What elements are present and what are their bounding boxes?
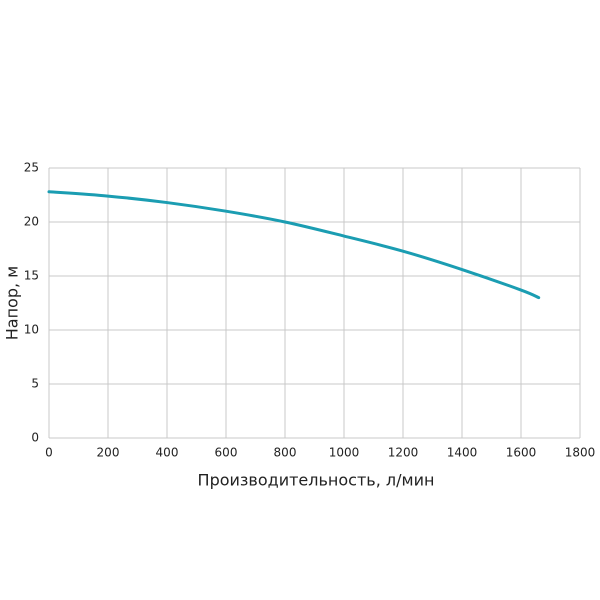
x-tick-label: 400	[156, 446, 179, 460]
x-tick-label: 600	[215, 446, 238, 460]
x-tick-label: 1600	[506, 446, 537, 460]
x-tick-label: 800	[274, 446, 297, 460]
y-tick-label: 0	[31, 431, 39, 445]
x-tick-label: 0	[45, 446, 53, 460]
x-tick-label: 1400	[447, 446, 478, 460]
x-tick-label: 1800	[565, 446, 596, 460]
y-tick-label: 15	[24, 269, 39, 283]
data-line	[47, 190, 541, 300]
y-tick-label: 10	[24, 323, 39, 337]
x-axis-title: Производительность, л/мин	[198, 471, 435, 490]
x-tick-label: 1000	[329, 446, 360, 460]
x-tick-label: 200	[97, 446, 120, 460]
x-tick-label: 1200	[388, 446, 419, 460]
y-tick-label: 20	[24, 215, 39, 229]
y-tick-label: 25	[24, 161, 39, 175]
y-tick-label: 5	[31, 377, 39, 391]
y-axis-title: Напор, м	[3, 266, 22, 340]
